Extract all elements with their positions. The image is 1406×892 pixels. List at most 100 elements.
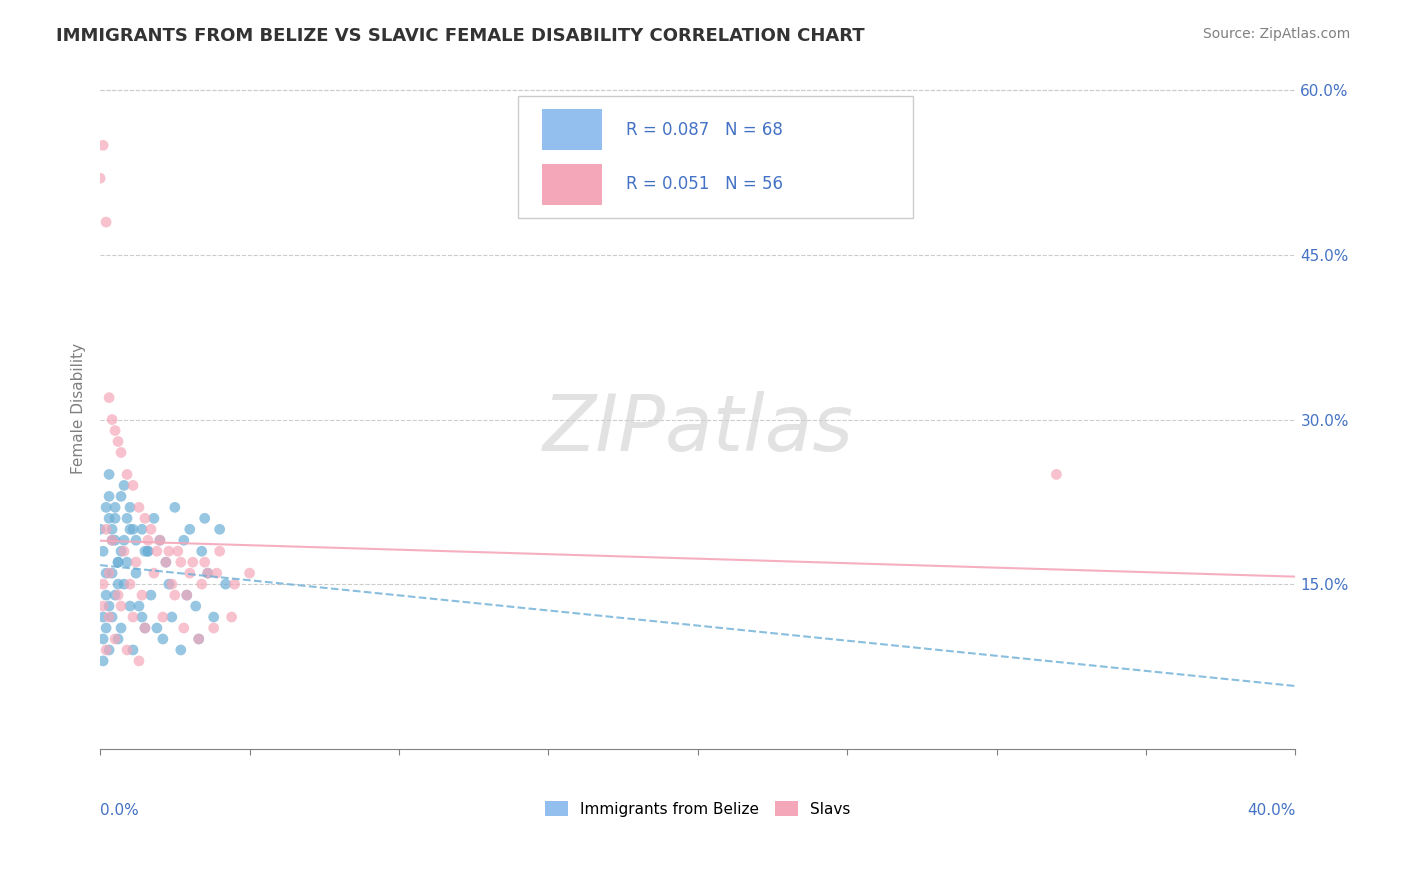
- Point: [190, 544, 212, 558]
- Point: [89, 522, 111, 536]
- Point: [118, 522, 141, 536]
- Point: [91, 654, 114, 668]
- Point: [170, 643, 193, 657]
- Point: [134, 621, 156, 635]
- Point: [101, 566, 124, 581]
- Point: [122, 522, 145, 536]
- Text: 0.0%: 0.0%: [100, 803, 139, 818]
- Point: [101, 533, 124, 548]
- Point: [98, 599, 121, 613]
- Text: R = 0.051   N = 56: R = 0.051 N = 56: [626, 175, 783, 194]
- Point: [190, 577, 212, 591]
- Point: [91, 632, 114, 646]
- Point: [238, 566, 260, 581]
- Point: [166, 544, 188, 558]
- Point: [107, 434, 129, 449]
- Point: [112, 478, 135, 492]
- Point: [128, 500, 150, 515]
- Point: [122, 643, 145, 657]
- Point: [115, 511, 138, 525]
- Point: [115, 643, 138, 657]
- Point: [163, 500, 186, 515]
- Point: [104, 533, 127, 548]
- Point: [152, 632, 174, 646]
- Point: [110, 621, 132, 635]
- Text: IMMIGRANTS FROM BELIZE VS SLAVIC FEMALE DISABILITY CORRELATION CHART: IMMIGRANTS FROM BELIZE VS SLAVIC FEMALE …: [56, 27, 865, 45]
- Point: [149, 533, 172, 548]
- Point: [104, 511, 127, 525]
- Point: [104, 500, 127, 515]
- Point: [197, 566, 219, 581]
- Point: [131, 522, 153, 536]
- Point: [134, 621, 156, 635]
- Point: [208, 544, 231, 558]
- Point: [139, 522, 162, 536]
- Point: [149, 533, 172, 548]
- Point: [101, 610, 124, 624]
- Point: [208, 522, 231, 536]
- Bar: [543, 164, 602, 204]
- Point: [142, 566, 165, 581]
- Point: [128, 654, 150, 668]
- Point: [91, 138, 114, 153]
- Point: [155, 555, 177, 569]
- Point: [214, 577, 236, 591]
- Point: [134, 544, 156, 558]
- Point: [146, 544, 169, 558]
- Point: [139, 588, 162, 602]
- Legend: Immigrants from Belize, Slavs: Immigrants from Belize, Slavs: [540, 795, 856, 822]
- Point: [94, 643, 117, 657]
- Point: [104, 588, 127, 602]
- Point: [107, 555, 129, 569]
- Point: [205, 566, 228, 581]
- Point: [112, 533, 135, 548]
- Point: [98, 511, 121, 525]
- Point: [184, 599, 207, 613]
- Point: [94, 500, 117, 515]
- Point: [128, 599, 150, 613]
- Point: [101, 412, 124, 426]
- Point: [101, 533, 124, 548]
- Point: [91, 577, 114, 591]
- Text: 40.0%: 40.0%: [1247, 803, 1295, 818]
- Point: [125, 566, 148, 581]
- Point: [173, 621, 195, 635]
- Point: [98, 610, 121, 624]
- Point: [94, 566, 117, 581]
- Point: [91, 610, 114, 624]
- Point: [187, 632, 209, 646]
- Point: [98, 391, 121, 405]
- Point: [118, 500, 141, 515]
- Point: [107, 555, 129, 569]
- Point: [107, 632, 129, 646]
- Point: [202, 621, 225, 635]
- Point: [110, 544, 132, 558]
- Point: [152, 610, 174, 624]
- Point: [194, 555, 217, 569]
- Point: [179, 566, 201, 581]
- Point: [187, 632, 209, 646]
- Point: [104, 632, 127, 646]
- Point: [101, 522, 124, 536]
- Point: [91, 599, 114, 613]
- Point: [107, 588, 129, 602]
- Point: [136, 533, 159, 548]
- Point: [98, 467, 121, 482]
- Point: [146, 621, 169, 635]
- Point: [155, 555, 177, 569]
- Point: [94, 621, 117, 635]
- Point: [107, 577, 129, 591]
- Point: [197, 566, 219, 581]
- Point: [112, 544, 135, 558]
- Text: Source: ZipAtlas.com: Source: ZipAtlas.com: [1202, 27, 1350, 41]
- Point: [110, 489, 132, 503]
- Point: [134, 511, 156, 525]
- Point: [176, 588, 198, 602]
- Point: [115, 555, 138, 569]
- Point: [181, 555, 204, 569]
- Point: [94, 522, 117, 536]
- Point: [110, 445, 132, 459]
- Point: [98, 566, 121, 581]
- Point: [98, 643, 121, 657]
- Point: [176, 588, 198, 602]
